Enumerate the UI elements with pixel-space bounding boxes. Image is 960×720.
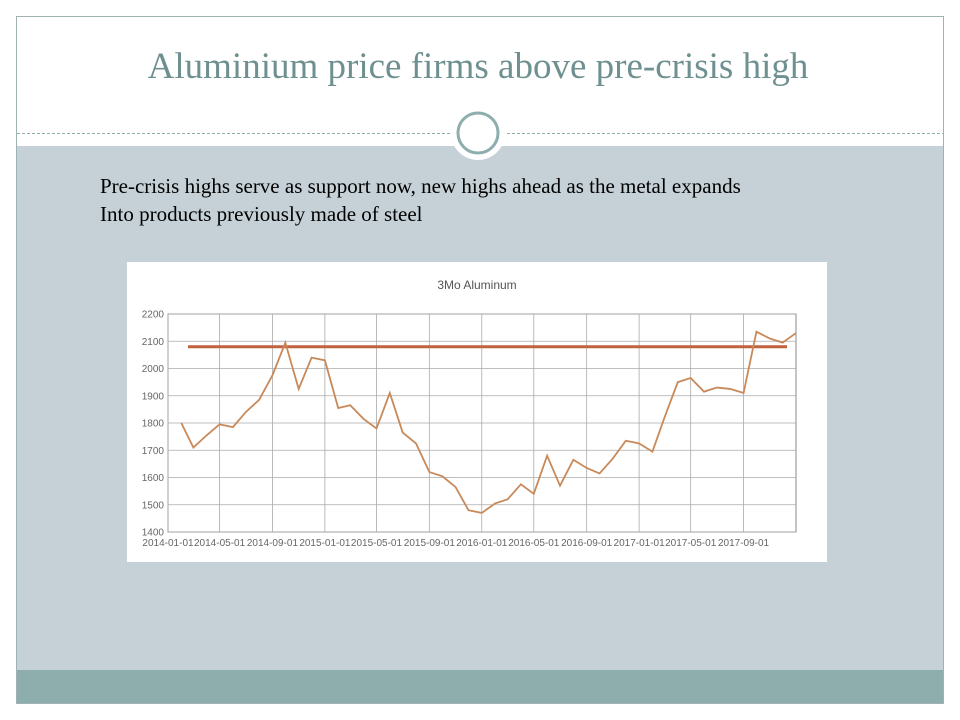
footer-band xyxy=(17,670,943,703)
chart-title: 3Mo Aluminum xyxy=(437,278,516,292)
x-tick-label: 2015-05-01 xyxy=(351,538,403,549)
y-tick-label: 1600 xyxy=(142,473,165,484)
y-tick-label: 2000 xyxy=(142,364,165,375)
chart-panel xyxy=(127,262,827,562)
x-tick-label: 2016-09-01 xyxy=(561,538,613,549)
x-tick-label: 2017-05-01 xyxy=(665,538,717,549)
divider-ring xyxy=(456,111,500,155)
x-tick-label: 2016-05-01 xyxy=(508,538,560,549)
x-tick-label: 2014-05-01 xyxy=(194,538,246,549)
y-tick-label: 2200 xyxy=(142,310,165,321)
y-tick-label: 1700 xyxy=(142,446,165,457)
y-tick-label: 1500 xyxy=(142,500,165,511)
body-text: Pre-crisis highs serve as support now, n… xyxy=(100,174,741,198)
x-tick-label: 2017-01-01 xyxy=(614,538,666,549)
x-tick-label: 2014-09-01 xyxy=(247,538,299,549)
x-tick-label: 2016-01-01 xyxy=(456,538,508,549)
x-tick-label: 2015-09-01 xyxy=(404,538,456,549)
y-tick-label: 2100 xyxy=(142,337,165,348)
x-tick-label: 2014-01-01 xyxy=(142,538,194,549)
plot: 1400 1500 1600 1700 1800 1900 2000 2100 2200 2014… xyxy=(142,310,797,549)
body-text: Into products previously made of steel xyxy=(100,202,423,226)
y-tick-label: 1800 xyxy=(142,419,165,430)
y-tick-label: 1900 xyxy=(142,391,165,402)
x-tick-label: 2015-01-01 xyxy=(299,538,351,549)
price-line xyxy=(180,330,797,514)
y-tick-label: 1400 xyxy=(142,528,165,539)
slide-title: Aluminium price firms above pre-crisis h… xyxy=(148,46,809,87)
x-tick-label: 2017-09-01 xyxy=(718,538,770,549)
